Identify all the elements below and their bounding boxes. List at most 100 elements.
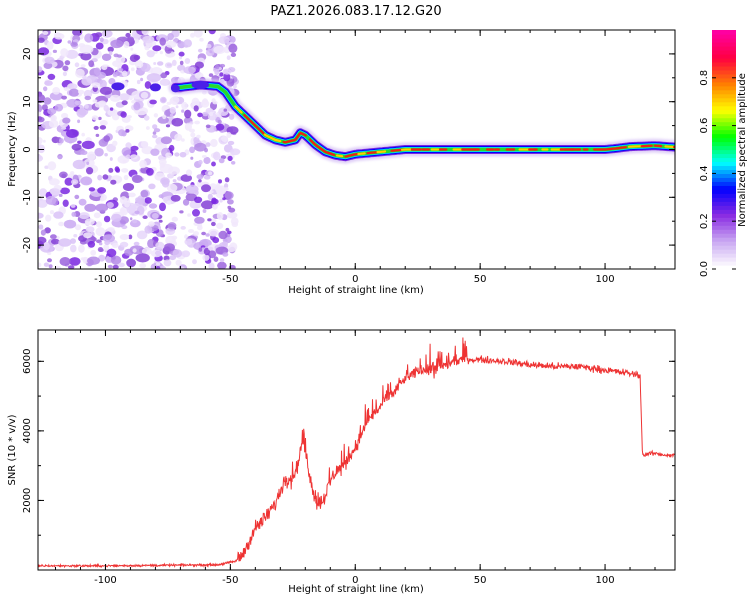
noise-blob bbox=[159, 51, 163, 55]
noise-blob bbox=[178, 51, 185, 57]
noise-blob bbox=[74, 100, 82, 106]
snr-series bbox=[38, 337, 675, 569]
colorbar-cell bbox=[712, 45, 736, 51]
noise-blob bbox=[119, 196, 128, 205]
colorbar-cell bbox=[712, 161, 736, 167]
noise-blob bbox=[210, 230, 218, 236]
track-peak bbox=[326, 151, 336, 156]
track-peak bbox=[616, 146, 627, 150]
noise-blob bbox=[45, 195, 57, 205]
noise-blob bbox=[196, 174, 204, 180]
noise-blob bbox=[106, 143, 116, 153]
noise-blob bbox=[47, 161, 57, 171]
noise-blob bbox=[95, 227, 106, 237]
colorbar-cell bbox=[712, 153, 736, 159]
noise-blob bbox=[146, 50, 155, 58]
noise-blob bbox=[151, 213, 159, 219]
noise-blob bbox=[211, 161, 216, 167]
noise-blob bbox=[157, 116, 169, 124]
noise-blob bbox=[128, 234, 133, 240]
noise-blob bbox=[84, 33, 94, 43]
noise-blob bbox=[62, 65, 69, 72]
noise-blob bbox=[221, 241, 228, 246]
y-tick-label: -10 bbox=[22, 189, 33, 205]
noise-blob bbox=[86, 167, 94, 175]
track-peak bbox=[234, 105, 243, 114]
noise-blob bbox=[108, 167, 114, 173]
noise-blob bbox=[228, 113, 235, 120]
noise-blob bbox=[190, 32, 195, 38]
colorbar-cell bbox=[712, 129, 736, 135]
noise-blob bbox=[218, 179, 222, 184]
noise-blob bbox=[201, 231, 207, 236]
noise-blob bbox=[83, 158, 95, 168]
noise-blob bbox=[81, 140, 95, 150]
noise-blob bbox=[49, 91, 63, 101]
colorbar-cell bbox=[712, 41, 736, 47]
noise-blob bbox=[74, 194, 80, 200]
figure-title: PAZ1.2026.083.17.12.G20 bbox=[270, 4, 441, 19]
noise-blob bbox=[160, 72, 168, 79]
track-peak bbox=[376, 150, 387, 154]
noise-blob bbox=[144, 81, 152, 89]
snr-x-ticks: -100 -50 0 50 100 bbox=[54, 330, 656, 586]
noise-blob bbox=[133, 102, 141, 111]
noise-blob bbox=[78, 212, 90, 220]
noise-blob bbox=[119, 216, 129, 224]
colorbar-cell bbox=[712, 233, 736, 238]
noise-blob bbox=[144, 225, 153, 234]
noise-blob bbox=[67, 40, 72, 44]
noise-blob bbox=[67, 83, 75, 89]
spectrogram-x-ticks: -100 -50 0 50 100 bbox=[54, 30, 656, 285]
track-peak bbox=[664, 145, 675, 149]
noise-blob bbox=[90, 249, 97, 256]
noise-blob bbox=[44, 80, 53, 86]
noise-blob bbox=[54, 265, 62, 269]
y-tick-label: -20 bbox=[22, 237, 33, 253]
noise-blob bbox=[93, 125, 99, 130]
noise-blob bbox=[201, 200, 214, 210]
noise-blob bbox=[99, 197, 105, 202]
noise-blob bbox=[228, 43, 238, 53]
noise-blob bbox=[110, 39, 124, 49]
noise-blob bbox=[101, 30, 113, 38]
noise-blob bbox=[40, 229, 47, 236]
spectrogram-noise bbox=[38, 30, 241, 269]
noise-blob bbox=[45, 214, 52, 222]
noise-blob bbox=[84, 95, 92, 101]
colorbar-cell bbox=[712, 245, 736, 250]
colorbar-cell bbox=[712, 221, 736, 226]
colorbar-cell bbox=[712, 33, 736, 39]
colorbar-cell bbox=[712, 217, 736, 222]
noise-blob bbox=[167, 33, 175, 41]
noise-blob bbox=[175, 105, 179, 109]
noise-blob bbox=[108, 50, 113, 56]
y-tick-label: 6000 bbox=[22, 349, 33, 374]
y-tick-label: 0 bbox=[22, 146, 33, 152]
noise-blob bbox=[177, 41, 186, 49]
noise-blob bbox=[80, 176, 93, 186]
colorbar-cell bbox=[712, 93, 736, 99]
noise-blob bbox=[140, 190, 149, 198]
noise-blob bbox=[43, 241, 50, 251]
track-peak bbox=[271, 137, 282, 143]
noise-blob bbox=[41, 104, 48, 111]
noise-blob bbox=[99, 120, 108, 126]
noise-blob bbox=[118, 68, 124, 72]
noise-blob bbox=[149, 99, 157, 105]
noise-blob bbox=[38, 212, 44, 219]
noise-blob bbox=[72, 159, 86, 170]
colorbar-cell bbox=[712, 117, 736, 123]
noise-blob bbox=[218, 36, 230, 44]
noise-blob bbox=[150, 249, 163, 258]
colorbar-cell bbox=[712, 265, 736, 270]
noise-blob bbox=[226, 211, 238, 219]
noise-blob bbox=[83, 89, 93, 99]
colorbar-cell bbox=[712, 253, 736, 258]
noise-blob bbox=[153, 128, 161, 133]
colorbar-cell bbox=[712, 97, 736, 103]
noise-blob bbox=[175, 259, 182, 266]
noise-blob bbox=[219, 198, 223, 203]
